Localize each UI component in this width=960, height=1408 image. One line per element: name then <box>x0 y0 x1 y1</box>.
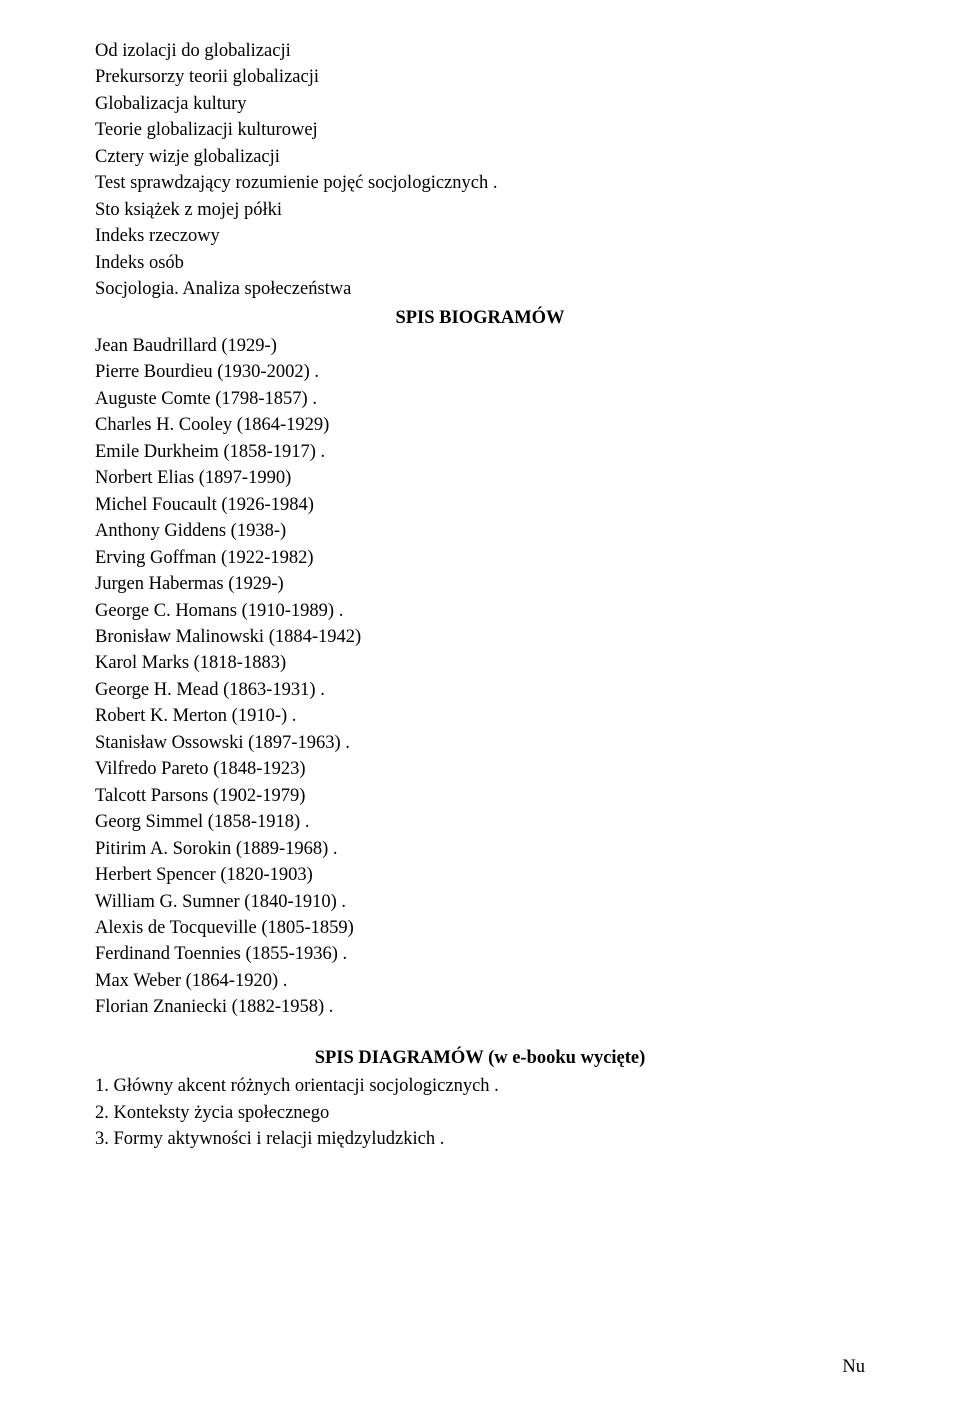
biograms-block: Jean Baudrillard (1929-) Pierre Bourdieu… <box>95 333 865 1021</box>
heading-biograms: SPIS BIOGRAMÓW <box>95 305 865 331</box>
text-line: Karol Marks (1818-1883) <box>95 650 865 676</box>
text-line: Norbert Elias (1897-1990) <box>95 465 865 491</box>
text-line: Teorie globalizacji kulturowej <box>95 117 865 143</box>
text-line: Charles H. Cooley (1864-1929) <box>95 412 865 438</box>
text-line: Anthony Giddens (1938-) <box>95 518 865 544</box>
text-line: Cztery wizje globalizacji <box>95 144 865 170</box>
text-line: Georg Simmel (1858-1918) . <box>95 809 865 835</box>
text-line: Robert K. Merton (1910-) . <box>95 703 865 729</box>
text-line: Talcott Parsons (1902-1979) <box>95 783 865 809</box>
text-line: 3. Formy aktywności i relacji międzyludz… <box>95 1126 865 1152</box>
text-line: Florian Znaniecki (1882-1958) . <box>95 994 865 1020</box>
text-line: Max Weber (1864-1920) . <box>95 968 865 994</box>
text-line: Indeks osób <box>95 250 865 276</box>
text-line: Alexis de Tocqueville (1805-1859) <box>95 915 865 941</box>
text-line: Prekursorzy teorii globalizacji <box>95 64 865 90</box>
text-line: Pierre Bourdieu (1930-2002) . <box>95 359 865 385</box>
text-line: George H. Mead (1863-1931) . <box>95 677 865 703</box>
text-line: Sto książek z mojej półki <box>95 197 865 223</box>
text-line: Pitirim A. Sorokin (1889-1968) . <box>95 836 865 862</box>
text-line: Jurgen Habermas (1929-) <box>95 571 865 597</box>
text-line: Od izolacji do globalizacji <box>95 38 865 64</box>
document-page: Od izolacji do globalizacji Prekursorzy … <box>0 0 960 1153</box>
text-line: 1. Główny akcent różnych orientacji socj… <box>95 1073 865 1099</box>
text-line: Ferdinand Toennies (1855-1936) . <box>95 941 865 967</box>
text-line: 2. Konteksty życia społecznego <box>95 1100 865 1126</box>
text-line: Test sprawdzający rozumienie pojęć socjo… <box>95 170 865 196</box>
text-line: Bronisław Malinowski (1884-1942) <box>95 624 865 650</box>
text-line: Socjologia. Analiza społeczeństwa <box>95 276 865 302</box>
text-line: Erving Goffman (1922-1982) <box>95 545 865 571</box>
text-line: William G. Sumner (1840-1910) . <box>95 889 865 915</box>
text-line: Stanisław Ossowski (1897-1963) . <box>95 730 865 756</box>
text-line: Emile Durkheim (1858-1917) . <box>95 439 865 465</box>
text-line: Jean Baudrillard (1929-) <box>95 333 865 359</box>
text-line: Auguste Comte (1798-1857) . <box>95 386 865 412</box>
text-line: Indeks rzeczowy <box>95 223 865 249</box>
text-line: Globalizacja kultury <box>95 91 865 117</box>
text-line: George C. Homans (1910-1989) . <box>95 598 865 624</box>
spacer <box>95 1021 865 1043</box>
text-line: Vilfredo Pareto (1848-1923) <box>95 756 865 782</box>
top-block: Od izolacji do globalizacji Prekursorzy … <box>95 38 865 303</box>
text-line: Michel Foucault (1926-1984) <box>95 492 865 518</box>
heading-diagrams: SPIS DIAGRAMÓW (w e-booku wycięte) <box>95 1045 865 1071</box>
text-line: Herbert Spencer (1820-1903) <box>95 862 865 888</box>
page-corner-label: Nu <box>842 1357 865 1378</box>
diagrams-block: 1. Główny akcent różnych orientacji socj… <box>95 1073 865 1152</box>
